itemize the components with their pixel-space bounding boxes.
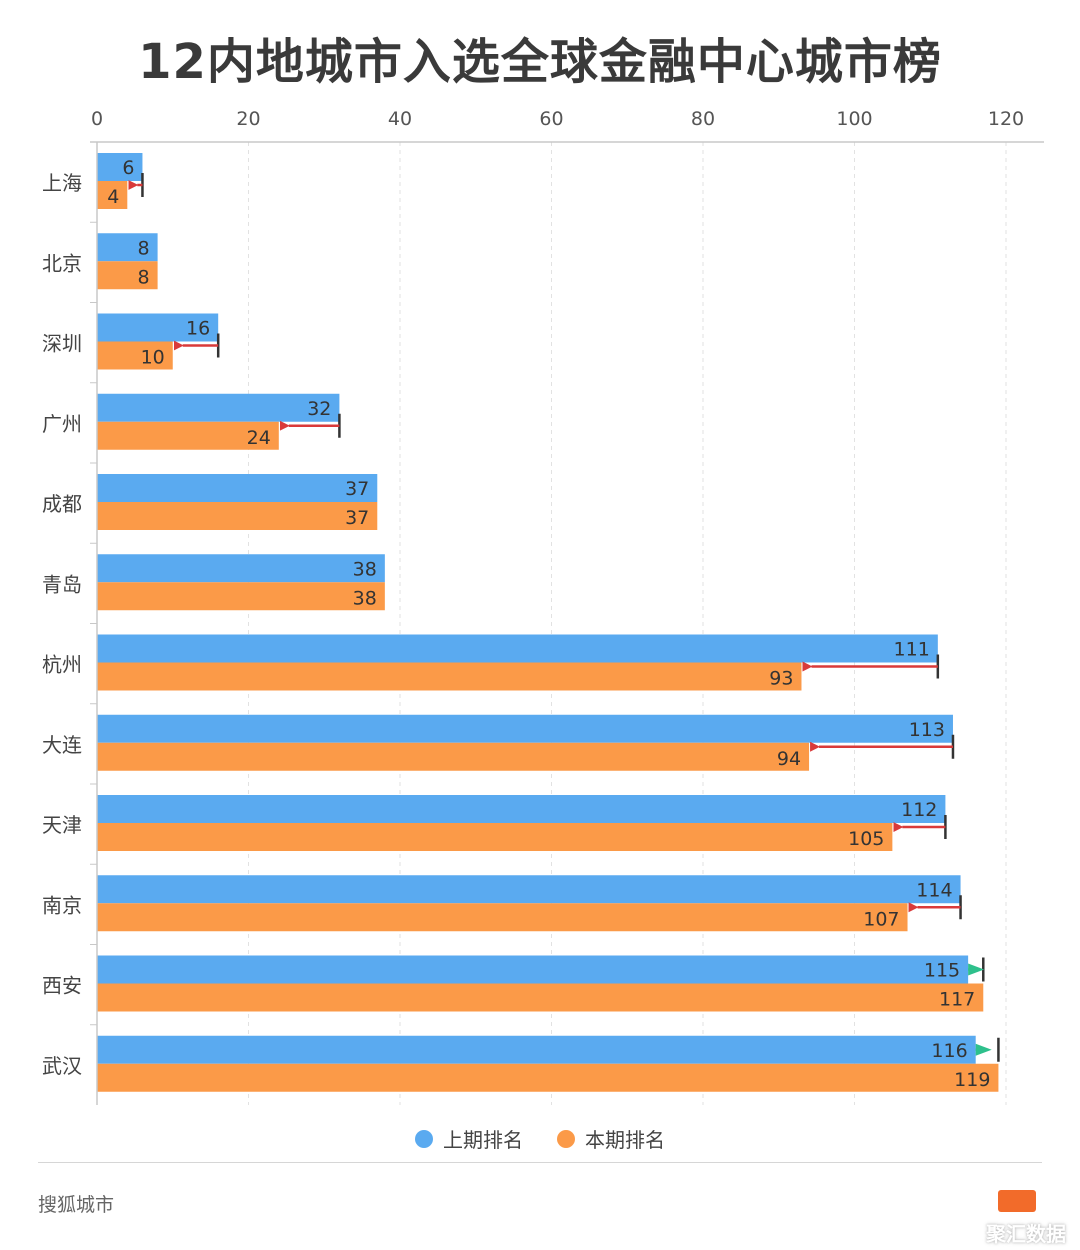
x-tick-label: 100 bbox=[836, 108, 872, 130]
data-label-current: 117 bbox=[939, 989, 975, 1011]
data-label-previous: 32 bbox=[307, 398, 331, 420]
category-label: 天津 bbox=[42, 813, 82, 837]
data-label-previous: 114 bbox=[916, 879, 952, 901]
data-label-previous: 116 bbox=[931, 1040, 967, 1062]
bar-previous bbox=[97, 233, 158, 262]
watermark-logo bbox=[998, 1190, 1036, 1212]
legend-label-previous: 上期排名 bbox=[443, 1128, 523, 1152]
labels-layer: 上海 64 北京 8 8 深圳 16 10 广州 32 24 成都 37 37 青岛 38 38 杭州 111 93 大… bbox=[42, 157, 990, 1091]
source-label: 搜狐城市 bbox=[38, 1194, 115, 1216]
data-label-current: 105 bbox=[848, 828, 884, 850]
bar-previous bbox=[97, 634, 938, 663]
bar-current bbox=[97, 823, 893, 851]
x-tick-label: 20 bbox=[236, 108, 260, 130]
data-label-previous: 6 bbox=[122, 157, 134, 179]
data-label-current: 107 bbox=[863, 908, 899, 930]
data-label-previous: 112 bbox=[901, 799, 937, 821]
chart-title: 12内地城市入选全球金融中心城市榜 bbox=[138, 34, 942, 90]
data-label-previous: 37 bbox=[345, 478, 369, 500]
data-label-current: 10 bbox=[141, 347, 165, 369]
bar-current bbox=[97, 261, 158, 290]
bar-current bbox=[97, 742, 810, 771]
bar-current bbox=[97, 662, 802, 691]
legend-item-current[interactable]: 本期排名 bbox=[557, 1124, 665, 1153]
bar-previous bbox=[97, 714, 953, 743]
legend: 上期排名 本期排名 bbox=[0, 1124, 1080, 1153]
data-label-previous: 38 bbox=[353, 558, 377, 580]
category-label: 深圳 bbox=[42, 332, 82, 356]
legend-label-current: 本期排名 bbox=[585, 1128, 665, 1152]
category-label: 西安 bbox=[42, 974, 82, 998]
x-tick-label: 0 bbox=[91, 108, 103, 130]
bar-current bbox=[97, 421, 279, 450]
bar-previous bbox=[97, 313, 219, 342]
data-label-current: 119 bbox=[954, 1069, 990, 1091]
bar-current bbox=[97, 903, 908, 932]
category-label: 杭州 bbox=[42, 653, 82, 677]
data-label-previous: 113 bbox=[909, 719, 945, 741]
watermark-text: 聚汇数据 bbox=[986, 1222, 1066, 1246]
category-label: 成都 bbox=[42, 492, 82, 516]
arrows-layer bbox=[128, 173, 1000, 1062]
data-label-current: 8 bbox=[138, 266, 150, 288]
data-label-current: 4 bbox=[107, 186, 119, 208]
bar-previous bbox=[97, 875, 961, 904]
grid-layer bbox=[248, 142, 1007, 1105]
category-label: 武汉 bbox=[42, 1054, 82, 1078]
x-tick-label: 120 bbox=[988, 108, 1024, 130]
bar-previous bbox=[97, 474, 378, 502]
bar-current bbox=[97, 341, 173, 370]
bars-layer bbox=[97, 153, 999, 1092]
category-label: 青岛 bbox=[42, 572, 82, 596]
data-label-current: 38 bbox=[353, 587, 377, 609]
data-label-current: 93 bbox=[769, 668, 793, 690]
x-tick-label: 60 bbox=[539, 108, 563, 130]
bar-previous bbox=[97, 153, 143, 181]
change-arrow-head bbox=[975, 1043, 992, 1056]
legend-item-previous[interactable]: 上期排名 bbox=[415, 1124, 523, 1153]
bar-current bbox=[97, 1063, 999, 1092]
axis-layer: 0 20 40 60 80 100 120 bbox=[90, 108, 1044, 1105]
data-label-previous: 16 bbox=[186, 318, 210, 340]
legend-dot-current bbox=[557, 1129, 575, 1148]
data-label-current: 37 bbox=[345, 507, 369, 529]
bar-previous bbox=[97, 955, 969, 984]
category-label: 北京 bbox=[42, 251, 82, 275]
data-label-current: 94 bbox=[777, 748, 801, 770]
bar-previous bbox=[97, 795, 946, 823]
x-tick-label: 80 bbox=[691, 108, 715, 130]
x-tick-label: 40 bbox=[388, 108, 412, 130]
data-label-previous: 8 bbox=[138, 237, 150, 259]
data-label-current: 24 bbox=[247, 427, 271, 449]
data-label-previous: 115 bbox=[924, 960, 960, 982]
bar-current bbox=[97, 181, 128, 209]
category-label: 上海 bbox=[42, 171, 82, 195]
bar-current bbox=[97, 582, 385, 611]
change-arrow-head bbox=[968, 963, 985, 976]
bar-previous bbox=[97, 554, 385, 583]
bar-current bbox=[97, 502, 378, 530]
data-label-previous: 111 bbox=[894, 639, 930, 661]
category-label: 大连 bbox=[42, 733, 82, 757]
category-label: 南京 bbox=[42, 893, 82, 917]
bar-current bbox=[97, 983, 984, 1012]
legend-dot-previous bbox=[415, 1129, 433, 1148]
category-label: 广州 bbox=[42, 412, 82, 436]
footer-divider bbox=[38, 1162, 1042, 1163]
bar-previous bbox=[97, 393, 340, 422]
bar-previous bbox=[97, 1035, 976, 1064]
